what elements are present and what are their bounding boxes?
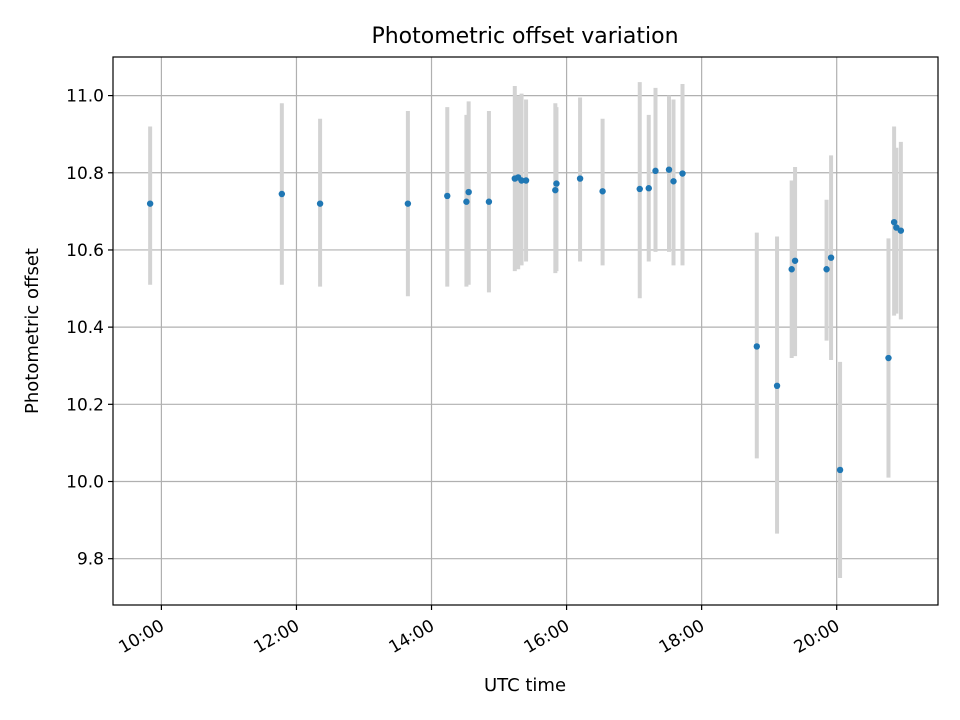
data-point [146, 200, 154, 207]
data-point [444, 192, 451, 200]
y-tick-label: 10.0 [66, 473, 104, 493]
data-point [897, 227, 905, 234]
data-point [665, 166, 673, 173]
grid [113, 57, 938, 605]
y-axis-label: Photometric offset [22, 248, 43, 414]
data-point [827, 254, 835, 261]
y-tick-label: 9.8 [77, 550, 104, 570]
data-point [885, 354, 892, 362]
data-point [893, 224, 900, 231]
y-tick-label: 11.0 [66, 87, 104, 107]
data-point [836, 466, 844, 474]
data-point [404, 200, 412, 207]
data-point [599, 188, 606, 195]
data-point [518, 177, 525, 184]
data-points [146, 166, 905, 474]
data-point [753, 343, 760, 350]
data-point [645, 185, 652, 192]
data-point [465, 188, 472, 196]
data-point [316, 200, 324, 207]
data-point [553, 180, 560, 187]
data-point [788, 266, 795, 273]
x-axis-label: UTC time [484, 675, 566, 696]
y-tick-label: 10.4 [66, 318, 104, 338]
data-point [576, 175, 584, 182]
data-point [679, 170, 686, 177]
data-point [823, 266, 830, 273]
data-point [773, 382, 781, 389]
data-point [522, 177, 530, 184]
y-tick-label: 10.2 [66, 395, 104, 415]
y-tick-label: 10.8 [66, 164, 104, 184]
data-point [552, 186, 559, 194]
chart-title: Photometric offset variation [371, 24, 678, 49]
data-point [652, 167, 659, 175]
y-tick-label: 10.6 [66, 241, 104, 261]
data-point [636, 185, 643, 193]
data-point [890, 218, 898, 226]
data-point [485, 198, 493, 205]
y-axis-ticks: 9.8 10.0 10.2 10.4 10.6 10.8 11.0 [66, 87, 113, 570]
data-point [463, 198, 470, 205]
data-point [278, 190, 286, 198]
plot-frame [112, 56, 939, 606]
data-point [670, 178, 677, 185]
data-point [791, 257, 799, 264]
